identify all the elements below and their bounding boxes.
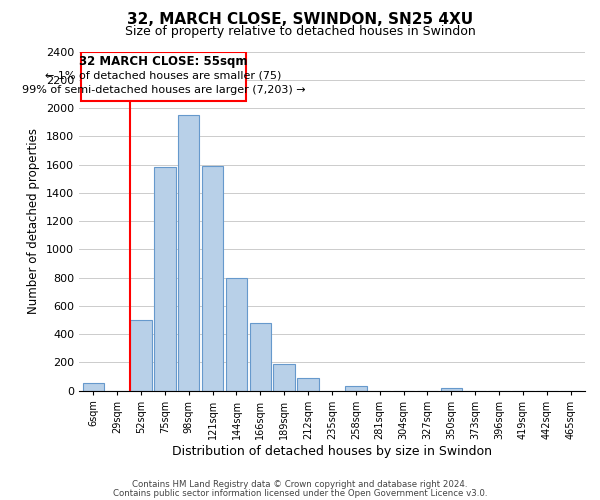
Y-axis label: Number of detached properties: Number of detached properties (27, 128, 40, 314)
Text: ← 1% of detached houses are smaller (75): ← 1% of detached houses are smaller (75) (46, 70, 282, 81)
Text: 32, MARCH CLOSE, SWINDON, SN25 4XU: 32, MARCH CLOSE, SWINDON, SN25 4XU (127, 12, 473, 28)
Bar (83, 384, 104, 390)
Text: 32 MARCH CLOSE: 55sqm: 32 MARCH CLOSE: 55sqm (79, 55, 248, 68)
Bar (226, 278, 247, 390)
Text: 99% of semi-detached houses are larger (7,203) →: 99% of semi-detached houses are larger (… (22, 84, 305, 94)
FancyBboxPatch shape (82, 52, 246, 101)
Text: Contains HM Land Registry data © Crown copyright and database right 2024.: Contains HM Land Registry data © Crown c… (132, 480, 468, 489)
Bar (250, 322, 271, 390)
Text: Size of property relative to detached houses in Swindon: Size of property relative to detached ho… (125, 25, 475, 38)
Bar (178, 115, 199, 390)
Bar (154, 168, 176, 390)
Bar (202, 166, 223, 390)
Bar (274, 364, 295, 390)
Text: Contains public sector information licensed under the Open Government Licence v3: Contains public sector information licen… (113, 489, 487, 498)
Bar (130, 320, 152, 390)
Bar (345, 386, 367, 390)
Bar (440, 388, 462, 390)
X-axis label: Distribution of detached houses by size in Swindon: Distribution of detached houses by size … (172, 444, 492, 458)
Bar (298, 378, 319, 390)
